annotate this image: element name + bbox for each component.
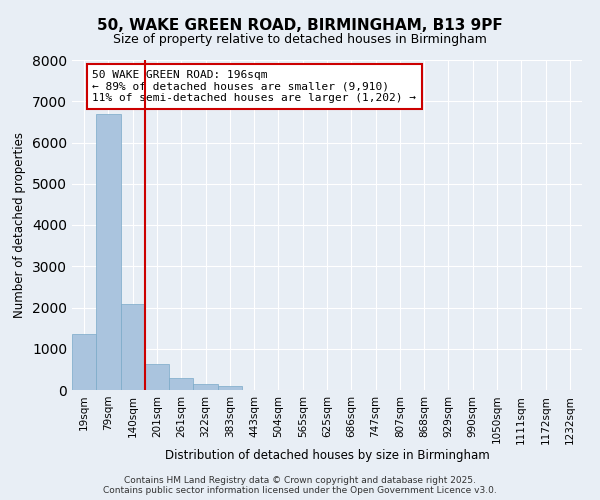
Text: Size of property relative to detached houses in Birmingham: Size of property relative to detached ho… [113, 32, 487, 46]
Y-axis label: Number of detached properties: Number of detached properties [13, 132, 26, 318]
Bar [121, 304, 145, 390]
Bar [96, 114, 121, 390]
X-axis label: Distribution of detached houses by size in Birmingham: Distribution of detached houses by size … [164, 449, 490, 462]
Text: 50 WAKE GREEN ROAD: 196sqm
← 89% of detached houses are smaller (9,910)
11% of s: 50 WAKE GREEN ROAD: 196sqm ← 89% of deta… [92, 70, 416, 103]
Text: Contains HM Land Registry data © Crown copyright and database right 2025.
Contai: Contains HM Land Registry data © Crown c… [103, 476, 497, 495]
Bar [72, 334, 96, 390]
Bar [193, 384, 218, 390]
Text: 50, WAKE GREEN ROAD, BIRMINGHAM, B13 9PF: 50, WAKE GREEN ROAD, BIRMINGHAM, B13 9PF [97, 18, 503, 32]
Bar [145, 364, 169, 390]
Bar [218, 386, 242, 390]
Bar [169, 378, 193, 390]
